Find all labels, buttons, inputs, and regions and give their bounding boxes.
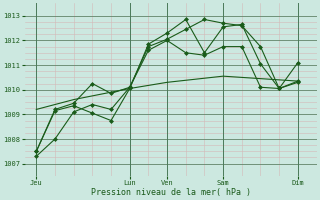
X-axis label: Pression niveau de la mer( hPa ): Pression niveau de la mer( hPa ): [91, 188, 251, 197]
